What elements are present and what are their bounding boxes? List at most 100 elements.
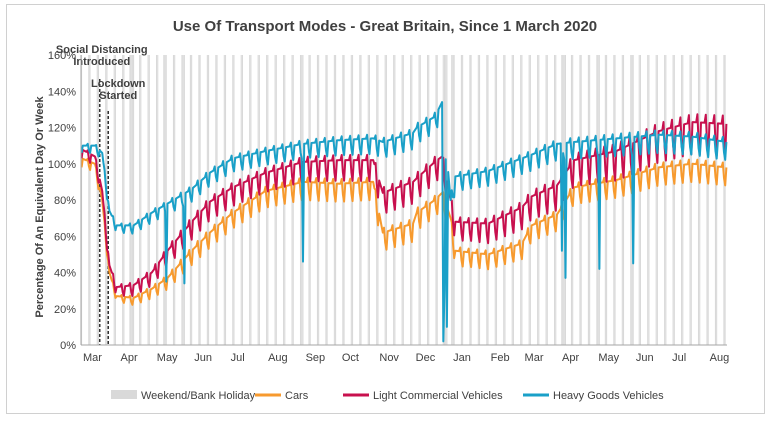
x-tick-label: Jan [453,352,471,364]
weekend-shade-bar [148,55,150,345]
weekend-shade-bar [648,55,650,345]
weekend-shade-bar [350,55,352,345]
weekend-shade-bar [377,55,379,345]
weekend-shade-bar [504,55,506,345]
weekend-shade-bar [706,55,708,345]
weekend-shade-bar [724,55,726,345]
weekend-shade-bar [460,55,462,345]
weekend-shade-bar [249,55,251,345]
weekend-shade-bar [426,55,429,345]
weekend-shade-bar [520,55,522,345]
x-tick-label: Apr [121,352,138,364]
weekend-shade-bar [81,55,83,345]
weekend-shade-bar [164,55,166,345]
weekend-shade-bar [639,55,641,345]
legend-label: Light Commercial Vehicles [373,390,503,402]
weekend-shade-bar [129,55,131,345]
x-tick-label: Dec [416,352,436,364]
weekend-shade-bar [97,55,100,345]
weekend-shade-bar [494,55,496,345]
weekend-shade-bar [604,55,606,345]
y-axis-label: Percentage Of An Equivalent Day Or Week [34,95,46,317]
y-tick-label: 120% [48,123,76,135]
annotation-label: Social Distancing [56,44,148,56]
weekend-shade-bar [682,55,684,345]
x-tick-label: Mar [525,352,544,364]
weekend-shade-bar [469,55,471,345]
weekend-shade-bar [655,55,657,345]
x-tick-label: Jun [636,352,654,364]
weekend-shade-bar [453,55,455,345]
weekend-shade-bar [316,55,318,345]
weekend-shade-bar [699,55,701,345]
weekend-shade-bar [89,55,91,345]
x-tick-label: Jul [231,352,245,364]
y-tick-label: 160% [48,50,76,62]
x-tick-label: May [598,352,619,364]
weekend-shade-bar [621,55,623,345]
weekend-shade-bar [130,55,132,345]
weekend-shade-bar [436,55,438,345]
weekend-shade-bar [206,55,208,345]
weekend-shade-bar [165,55,167,345]
weekend-shade-bar [359,55,361,345]
weekend-shade-bar [689,55,691,345]
weekend-shade-bar [182,55,184,345]
legend: Weekend/Bank Holiday Cars Light Commercial… [111,390,664,402]
weekend-shade-bar [596,55,598,345]
x-tick-label: Aug [268,352,288,364]
x-tick-label: Aug [710,352,730,364]
weekend-shade-bar [140,55,142,345]
weekend-shade-bar [638,55,640,345]
weekend-shade-bar [157,55,159,345]
weekend-shade-bar [308,55,310,345]
series-line-cars [80,157,728,306]
weekend-shade-bar [690,55,692,345]
weekend-shade-bar [174,55,176,345]
weekend-shade-bar [208,55,210,345]
weekend-shade-bar [521,55,523,345]
y-tick-label: 140% [48,86,76,98]
weekend-shade-bar [664,55,666,345]
weekend-shade-bar [139,55,141,345]
weekend-shade-bar [428,55,430,345]
weekend-shade-bar [512,55,514,345]
weekend-shade-bar [163,55,165,345]
y-tick-label: 80% [54,195,76,207]
weekend-shade-bar [367,55,369,345]
weekend-shade-bar [299,55,302,345]
weekend-shade-bar [613,55,615,345]
x-tick-label: Sep [306,352,326,364]
weekend-shade-bar [123,55,125,345]
weekend-shade-bar [716,55,718,345]
weekend-shade-bar [622,55,625,345]
weekend-shade-bar [656,55,658,345]
y-tick-label: 60% [54,231,76,243]
legend-label: Weekend/Bank Holiday [141,390,256,402]
x-tick-label: Apr [562,352,579,364]
weekend-shade-bar [122,55,124,345]
weekend-shade-bar [487,55,489,345]
weekend-shade-bar [673,55,675,345]
legend-label: Cars [285,390,309,402]
series-line-heavy-goods-vehicles [80,101,728,343]
annotation-label: Started [99,90,137,102]
weekend-shade-bar [529,55,531,345]
weekend-shade-bar [479,55,481,345]
annotation-label: Introduced [73,56,130,68]
y-tick-label: 40% [54,268,76,280]
weekend-shade-bar [462,55,464,345]
chart-frame: Use Of Transport Modes - Great Britain, … [6,4,765,414]
weekend-shade-bar [216,55,218,345]
weekend-shade-bar [88,55,90,345]
weekend-shade-bar [113,55,115,345]
legend-swatch [111,390,137,399]
annotation-label: Lockdown [91,78,146,90]
y-tick-labels: 0% 20% 40% 60% 80% 100% 120% 140% 160% [48,50,76,352]
weekend-shade-bar [156,55,158,345]
weekend-shade-bar [419,55,421,345]
weekend-shade-bar [707,55,709,345]
weekend-shade-bar [199,55,201,345]
weekend-shade-bar [131,55,133,345]
